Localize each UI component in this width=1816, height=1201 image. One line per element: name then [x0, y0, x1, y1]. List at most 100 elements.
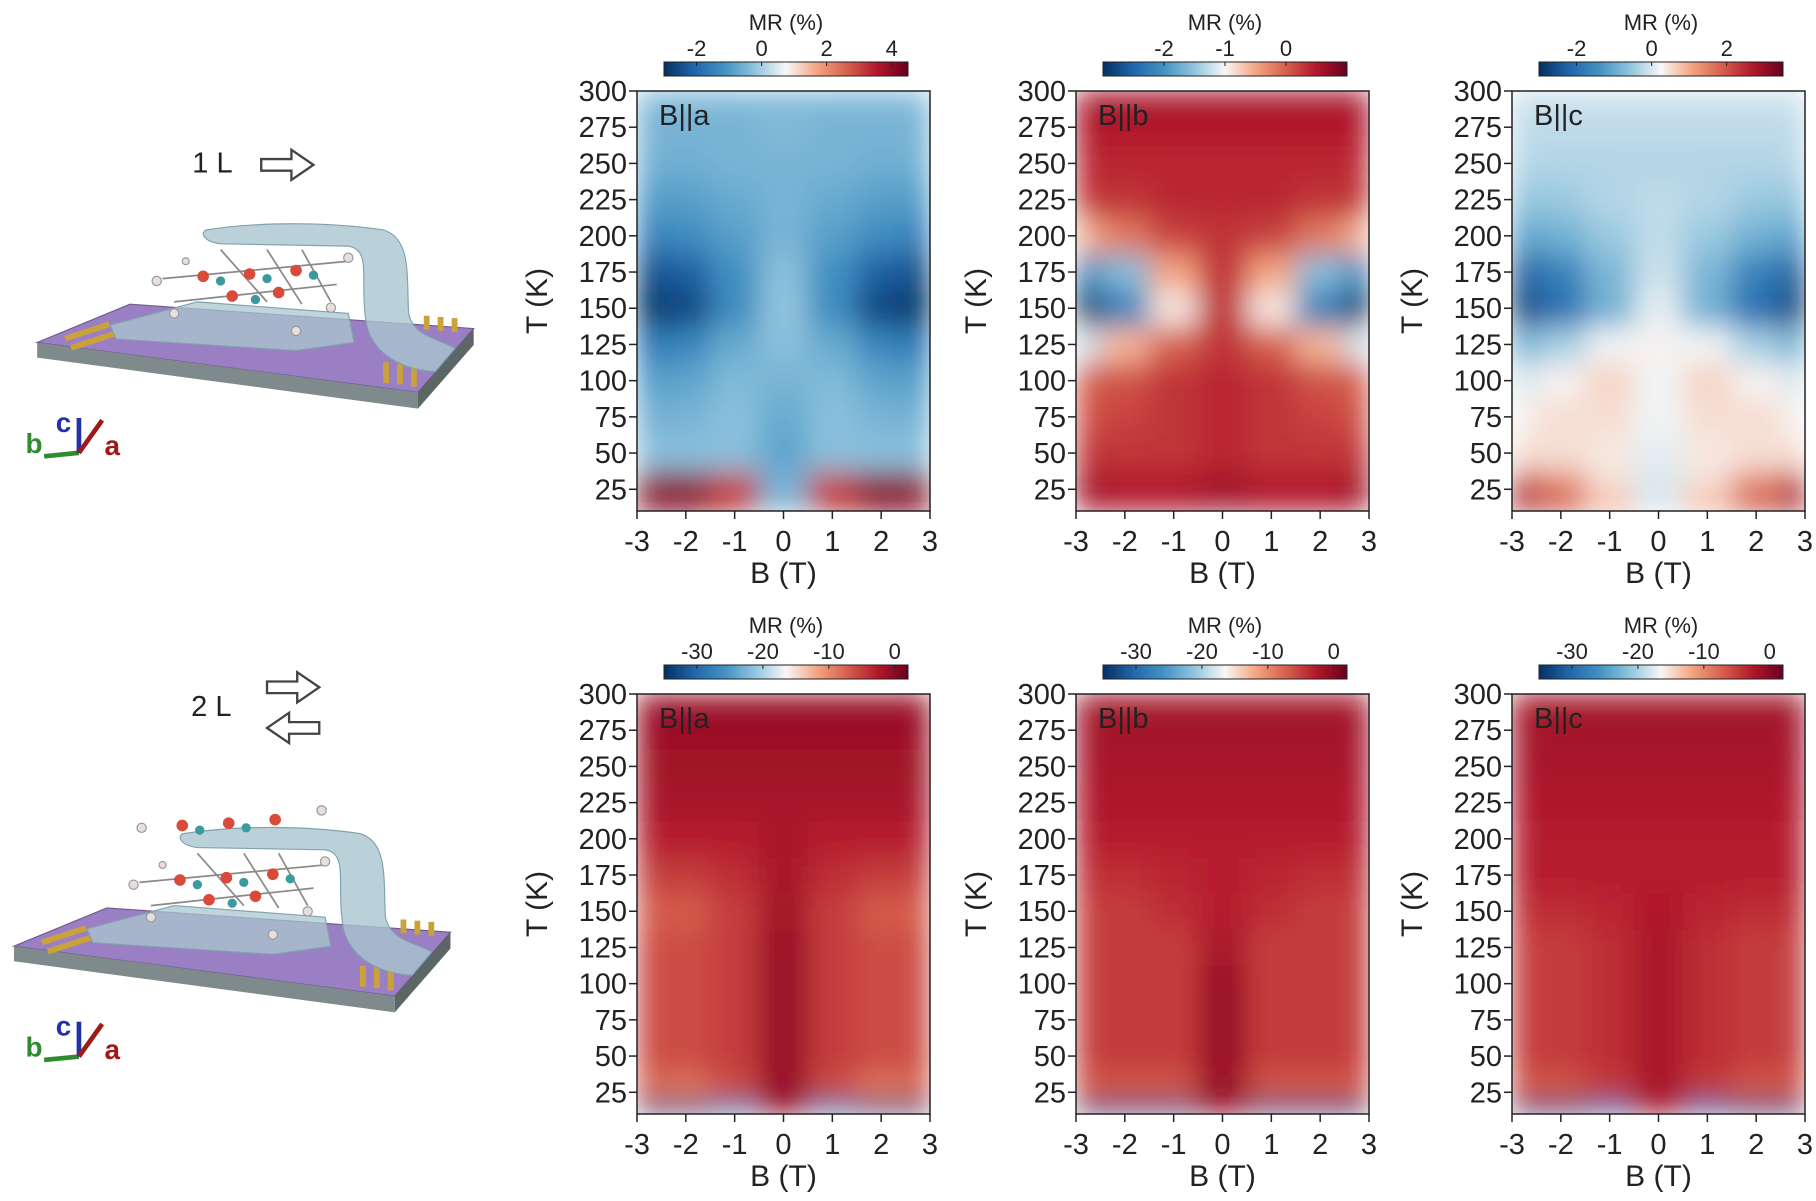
- heatmap-cell: [1344, 496, 1369, 511]
- heatmap-cell: [1100, 362, 1150, 400]
- heatmap-cell: [1634, 109, 1684, 146]
- heatmap-cell: [759, 712, 809, 749]
- heatmap-cell: [1634, 1001, 1684, 1039]
- heatmap-cell: [1536, 398, 1586, 436]
- colorbar-tick-label: -2: [1154, 36, 1174, 61]
- heatmap-cell: [1344, 1099, 1369, 1114]
- heatmap-cell: [1198, 965, 1248, 1003]
- heatmap-cell: [759, 748, 809, 786]
- heatmap-cell: [1780, 362, 1805, 400]
- heatmap-cell: [1682, 398, 1733, 436]
- heatmap-cell: [807, 290, 858, 327]
- heatmap-cell: [1634, 1074, 1684, 1101]
- heatmap-cell: [1731, 784, 1782, 822]
- heatmap-cell: [710, 181, 760, 219]
- y-tick-label: 275: [1454, 112, 1502, 144]
- y-tick-label: 100: [1018, 969, 1066, 1001]
- y-tick-label: 150: [1454, 293, 1502, 325]
- heatmap-cell: [1100, 181, 1150, 219]
- heatmap-cell: [759, 398, 809, 436]
- heatmap-cell: [759, 145, 809, 183]
- heatmap-cell: [1076, 856, 1101, 894]
- heatmap-cell: [710, 471, 760, 498]
- heatmap-cell: [1149, 1099, 1199, 1114]
- heatmap-cell: [637, 893, 662, 930]
- y-tick-label: 100: [1018, 366, 1066, 398]
- heatmap-cell: [661, 712, 711, 749]
- heatmap-cell: [1149, 290, 1199, 327]
- heatmap-cell: [637, 929, 662, 967]
- heatmap-cell: [759, 434, 809, 472]
- x-tick-label: -2: [1548, 1129, 1574, 1161]
- heatmap-cell: [1682, 712, 1733, 749]
- heatmap-cell: [1634, 694, 1684, 713]
- x-axis-label: B (T): [1625, 1160, 1692, 1193]
- x-tick-label: 3: [922, 1129, 938, 1161]
- heatmap-cell: [905, 929, 930, 967]
- heatmap-cell: [807, 181, 858, 219]
- heatmap-cell: [661, 362, 711, 400]
- heatmap-cell: [1344, 965, 1369, 1003]
- heatmap-cell: [1780, 434, 1805, 472]
- heatmap-cell: [710, 1001, 760, 1039]
- heatmap-cell: [1536, 471, 1586, 498]
- heatmap-cell: [1149, 496, 1199, 511]
- heatmap-cell: [637, 181, 662, 219]
- heatmap-cell: [1536, 820, 1586, 858]
- heatmap-cell: [637, 712, 662, 749]
- layer-label: 2 L: [191, 691, 231, 723]
- panel-label: B||b: [1098, 100, 1149, 132]
- heatmap-cell: [1585, 856, 1635, 894]
- heatmap-cell: [1536, 694, 1586, 713]
- y-tick-label: 75: [1034, 402, 1066, 434]
- heatmap-cell: [1780, 91, 1805, 110]
- heatmap-cell: [1295, 181, 1346, 219]
- heatmap-cell: [710, 694, 760, 713]
- x-tick-label: -1: [1597, 526, 1623, 558]
- heatmap-cell: [1149, 820, 1199, 858]
- heatmap-cell: [710, 362, 760, 400]
- heatmap-cell: [637, 748, 662, 786]
- heatmap-cell: [661, 109, 711, 146]
- heatmap-cell: [1512, 362, 1537, 400]
- heatmap-cell: [1344, 856, 1369, 894]
- heatmap-cell: [1198, 1001, 1248, 1039]
- y-tick-label: 25: [595, 474, 627, 506]
- heatmap-cell: [1295, 362, 1346, 400]
- y-tick-label: 300: [579, 76, 627, 108]
- heatmap-cell: [1198, 1074, 1248, 1101]
- panel-label: B||a: [659, 703, 710, 735]
- heatmap-cell: [1512, 929, 1537, 967]
- heatmap-cells: [1512, 694, 1805, 1114]
- heatmap-cell: [1246, 145, 1297, 183]
- heatmap-cell: [856, 856, 907, 894]
- heatmap-clip: [1512, 91, 1805, 511]
- heatmap-cell: [1682, 145, 1733, 183]
- colorbar-tick-label: 0: [1328, 639, 1340, 664]
- heatmap-cell: [1585, 784, 1635, 822]
- y-tick-label: 175: [1018, 860, 1066, 892]
- colorbar-tick-label: -10: [1688, 639, 1720, 664]
- heatmap-cell: [1585, 471, 1635, 498]
- heatmap-cell: [1731, 109, 1782, 146]
- heatmap-cell: [661, 91, 711, 110]
- heatmap-cell: [856, 712, 907, 749]
- heatmap-cell: [1246, 434, 1297, 472]
- y-tick-label: 300: [1454, 679, 1502, 711]
- x-tick-label: 3: [922, 526, 938, 558]
- heatmap-cell: [905, 91, 930, 110]
- heatmap-cell: [856, 109, 907, 146]
- heatmap-cell: [807, 434, 858, 472]
- heatmap-cell: [1585, 929, 1635, 967]
- x-tick-label: -3: [1499, 526, 1525, 558]
- heatmap-cell: [1295, 434, 1346, 472]
- heatmap-cell: [1076, 290, 1101, 327]
- y-tick-label: 175: [579, 860, 627, 892]
- heatmap-cell: [759, 784, 809, 822]
- heatmap-cell: [1682, 1037, 1733, 1075]
- heatmap-cell: [807, 362, 858, 400]
- heatmap-cell: [1149, 694, 1199, 713]
- heatmap-cell: [1246, 856, 1297, 894]
- heatmap-cell: [710, 217, 760, 255]
- heatmap-cell: [759, 253, 809, 291]
